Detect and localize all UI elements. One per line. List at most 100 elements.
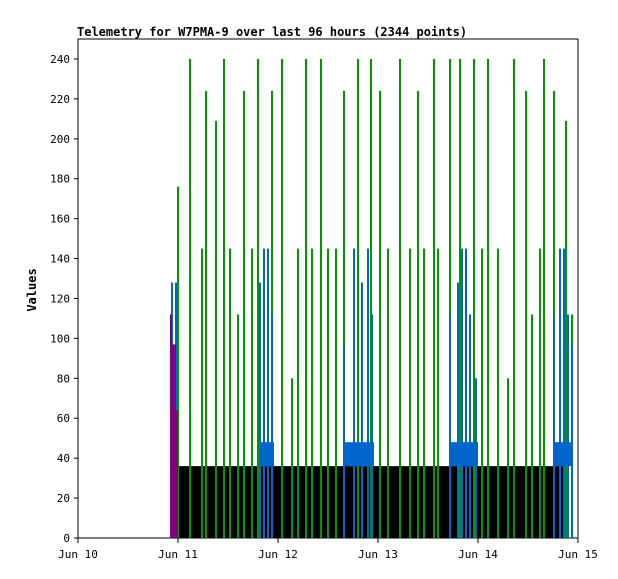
blue-clusters xyxy=(260,442,572,467)
data-bar xyxy=(563,248,565,538)
data-bar xyxy=(497,248,499,538)
data-bar xyxy=(399,58,401,539)
x-tick-label: Jun 11 xyxy=(158,548,198,561)
data-bar xyxy=(297,248,299,538)
data-bar xyxy=(281,58,283,539)
data-bar xyxy=(172,344,174,538)
base-segment xyxy=(268,466,308,538)
data-bar xyxy=(469,314,471,538)
data-bar xyxy=(449,58,451,539)
y-tick-label: 120 xyxy=(50,292,70,305)
data-bar xyxy=(481,248,483,538)
data-bar xyxy=(417,90,419,539)
data-bar xyxy=(507,378,509,538)
x-tick-label: Jun 15 xyxy=(558,548,598,561)
data-bar xyxy=(423,248,425,538)
data-bar xyxy=(291,378,293,538)
y-axis-label: Values xyxy=(25,268,39,311)
y-tick-label: 220 xyxy=(50,93,70,106)
data-bar xyxy=(487,58,489,539)
data-marks xyxy=(170,58,573,539)
data-bar xyxy=(215,120,217,538)
series-3 xyxy=(170,314,178,538)
data-bar xyxy=(263,248,265,538)
data-bar xyxy=(559,248,561,538)
base-segment xyxy=(388,466,428,538)
data-bar xyxy=(320,58,322,539)
cluster-fill xyxy=(450,442,478,467)
y-tick-label: 140 xyxy=(50,253,70,266)
data-bar xyxy=(449,314,451,538)
y-tick-label: 20 xyxy=(57,492,70,505)
data-bar xyxy=(205,90,207,539)
data-bar xyxy=(257,58,259,539)
y-tick-label: 180 xyxy=(50,173,70,186)
data-bar xyxy=(473,58,475,539)
data-bar xyxy=(335,248,337,538)
y-tick-label: 100 xyxy=(50,332,70,345)
y-tick-label: 40 xyxy=(57,452,70,465)
data-bar xyxy=(465,248,467,538)
data-bar xyxy=(461,248,463,538)
y-tick-label: 60 xyxy=(57,412,70,425)
cluster-fill xyxy=(344,442,374,467)
data-bar xyxy=(251,248,253,538)
data-bar xyxy=(259,282,261,538)
data-bar xyxy=(267,248,269,538)
data-bar xyxy=(223,58,225,539)
data-bar xyxy=(343,90,345,539)
data-bar xyxy=(371,314,373,538)
cluster-fill xyxy=(554,442,572,467)
data-bar xyxy=(409,248,411,538)
data-bar xyxy=(571,344,573,538)
data-bar xyxy=(565,120,567,538)
data-bar xyxy=(370,58,372,539)
data-bar xyxy=(379,90,381,539)
data-bar xyxy=(176,410,178,538)
data-bar xyxy=(567,314,569,538)
data-bar xyxy=(201,248,203,538)
x-tick-label: Jun 14 xyxy=(458,548,498,561)
y-tick-label: 240 xyxy=(50,53,70,66)
data-bar xyxy=(539,248,541,538)
data-bar xyxy=(177,186,179,539)
base-segment xyxy=(228,466,268,538)
data-bar xyxy=(229,248,231,538)
data-bar xyxy=(343,344,345,538)
data-bar xyxy=(271,314,273,538)
chart-title: Telemetry for W7PMA-9 over last 96 hours… xyxy=(77,25,467,39)
data-bar xyxy=(553,314,555,538)
x-axis: Jun 10 Jun 11 Jun 12 Jun 13 Jun 14 Jun 15 xyxy=(58,538,598,561)
x-tick-label: Jun 13 xyxy=(358,548,398,561)
y-tick-label: 160 xyxy=(50,213,70,226)
data-bar xyxy=(305,58,307,539)
data-bar xyxy=(174,344,176,538)
data-bar xyxy=(457,282,459,538)
data-bar xyxy=(353,248,355,538)
data-bar xyxy=(311,248,313,538)
data-bar xyxy=(433,58,435,539)
data-bar xyxy=(189,58,191,539)
data-bar xyxy=(357,58,359,539)
data-bar xyxy=(327,248,329,538)
data-bar xyxy=(459,58,461,539)
data-bar xyxy=(367,248,369,538)
x-tick-label: Jun 10 xyxy=(58,548,98,561)
x-tick-label: Jun 12 xyxy=(258,548,298,561)
base-segment xyxy=(188,466,228,538)
data-bar xyxy=(361,282,363,538)
data-bar xyxy=(170,314,172,538)
y-tick-label: 200 xyxy=(50,133,70,146)
data-bar xyxy=(543,58,545,539)
data-bar xyxy=(237,314,239,538)
data-bar xyxy=(387,248,389,538)
data-bar xyxy=(525,90,527,539)
cluster-fill xyxy=(260,442,274,467)
y-axis: 0 20 40 60 80 100 120 140 160 180 200 220 240 xyxy=(50,53,78,545)
data-bar xyxy=(243,90,245,539)
data-bar xyxy=(513,58,515,539)
y-tick-label: 0 xyxy=(63,532,70,545)
data-bar xyxy=(437,248,439,538)
data-bar xyxy=(531,314,533,538)
